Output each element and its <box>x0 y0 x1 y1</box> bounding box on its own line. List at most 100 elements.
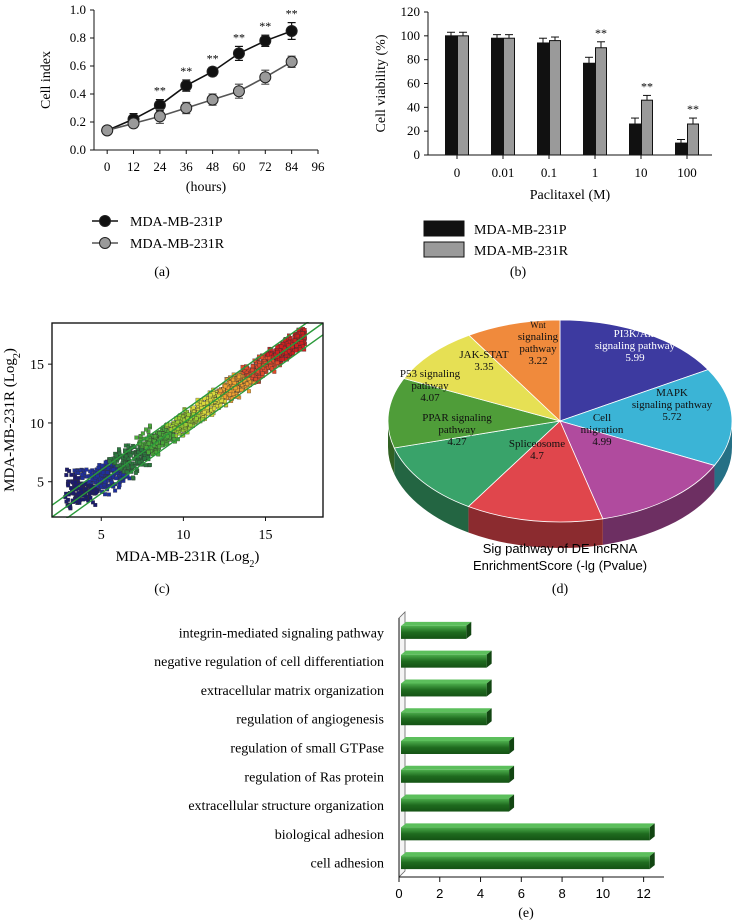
panel-c-data-point <box>138 434 143 438</box>
panel-c-data-point <box>275 345 280 350</box>
panel-d-slice-label: 3.22 <box>528 355 547 367</box>
panel-d-slice <box>559 319 709 422</box>
panel-c-data-point <box>160 440 165 445</box>
panel-c-label: (c) <box>154 582 170 597</box>
panel-a-data-point <box>285 55 298 68</box>
panel-b-legend-swatch <box>423 220 465 237</box>
panel-b-y-axis-label: Cell viability (%) <box>374 34 389 132</box>
panel-c-data-point <box>157 431 162 436</box>
panel-c-data-point <box>265 352 270 357</box>
panel-c-data-point <box>66 483 71 488</box>
panel-c-data-point <box>287 349 292 354</box>
panel-c-data-point <box>131 475 135 480</box>
panel-e-bar <box>401 856 650 870</box>
panel-c-data-point <box>183 422 188 427</box>
panel-d-slice-label: PI3K/Akt <box>614 328 657 340</box>
panel-c-data-point <box>88 495 93 500</box>
panel-a-significance-label: ** <box>233 30 245 44</box>
panel-d-slice-label: 3.35 <box>474 361 494 373</box>
panel-a-data-point <box>180 102 193 114</box>
panel-e-x-tick-label: 4 <box>477 886 484 901</box>
panel-c-data-point <box>136 450 141 455</box>
panel-c-data-point <box>107 492 111 497</box>
panel-a-x-tick-label: 0 <box>104 159 111 174</box>
panel-c-data-point <box>128 453 133 458</box>
panel-d-slice-label: 5.72 <box>662 411 681 423</box>
panel-e-category-label: extracellular matrix organization <box>201 684 384 699</box>
panel-d-slice-side <box>714 421 732 492</box>
panel-c-data-point <box>142 456 147 461</box>
panel-c-data-point <box>171 433 176 438</box>
panel-b-label: (b) <box>510 265 527 280</box>
panel-d-slice-label: 4.99 <box>592 436 612 448</box>
panel-e-bar-end <box>509 794 515 812</box>
panel-a-data-point <box>127 117 140 130</box>
panel-e-bar <box>401 683 487 697</box>
panel-a-line-chart: 0.0 0.2 0.4 0.6 0.8 1.0 0 12 24 36 48 60 72 84 96 (hour… <box>39 2 325 252</box>
panel-c-data-point <box>116 447 121 452</box>
panel-a-y-tick-label: 0.0 <box>70 142 86 157</box>
panel-b-y-tick-label: 100 <box>401 28 421 43</box>
panel-c-data-point <box>250 364 255 369</box>
panel-e-bar-top <box>401 621 472 626</box>
panel-c-data-point <box>117 483 122 488</box>
panel-e-bar-end <box>509 765 515 783</box>
panel-c-data-point <box>157 444 162 449</box>
panel-d-slice-side <box>468 506 603 549</box>
panel-d-slice <box>403 334 561 422</box>
panel-c-data-point <box>280 357 285 362</box>
panel-c-data-point <box>186 412 191 417</box>
panel-d-slice-label: pathway <box>411 380 449 392</box>
panel-a-x-tick-label: 24 <box>153 159 167 174</box>
panel-a-x-axis-label: (hours) <box>186 180 227 195</box>
panel-c-data-point <box>126 456 131 461</box>
panel-c-data-point <box>191 405 196 410</box>
panel-d-slice-label: 4.07 <box>420 392 440 404</box>
panel-e-bar-end <box>649 823 655 841</box>
panel-e-bar-end <box>509 737 515 754</box>
panel-c-data-point <box>295 334 300 339</box>
panel-e-bar-end <box>486 708 492 726</box>
panel-c-points <box>63 326 307 511</box>
panel-c-data-point <box>250 368 255 373</box>
panel-d-slice-label: Cell <box>593 412 611 424</box>
panel-e-bar-end <box>486 650 492 668</box>
panel-b-bar <box>687 123 699 156</box>
panel-e-bar-top <box>401 765 515 770</box>
panel-a-data-point <box>259 34 272 47</box>
panel-b-legend-entry: MDA-MB-231R <box>474 244 569 259</box>
panel-c-data-point <box>231 377 235 382</box>
panel-c-data-point <box>266 356 271 361</box>
panel-d-slice-label: 5.99 <box>625 352 645 364</box>
panel-d-slice-label: signaling <box>518 331 559 343</box>
panel-c-data-point <box>148 423 152 428</box>
panel-c-data-point <box>84 467 89 472</box>
panel-c-x-tick-label: 10 <box>176 528 190 543</box>
panel-c-data-point <box>208 393 213 398</box>
panel-a-data-point <box>285 25 298 37</box>
panel-c-data-point <box>275 360 280 365</box>
panel-c-plot-border <box>51 322 324 518</box>
panel-b-bar <box>629 123 641 156</box>
panel-c-fold-line <box>51 334 324 530</box>
panel-d-slice-side <box>388 421 395 474</box>
panel-e-bar <box>401 625 467 639</box>
panel-b-significance-label: ** <box>595 26 607 40</box>
panel-d-slice-label: signaling pathway <box>632 399 713 411</box>
panel-d-slice <box>387 378 561 449</box>
panel-c-data-point <box>88 469 93 474</box>
panel-a-significance-label: ** <box>207 51 219 65</box>
panel-a-significance-label: ** <box>286 7 298 21</box>
panel-c-data-point <box>114 453 119 458</box>
panel-c-data-point <box>73 475 77 480</box>
panel-c-data-point <box>144 427 149 432</box>
panel-d-slice-label: pathway <box>519 343 557 355</box>
panel-c-data-point <box>76 476 81 481</box>
panel-c-data-point <box>147 462 152 467</box>
panel-b-bar <box>595 47 607 156</box>
panel-a-data-point <box>206 65 219 78</box>
panel-c-data-point <box>94 490 99 495</box>
panel-c-data-point <box>236 374 241 379</box>
panel-e-category-label: biological adhesion <box>275 828 384 843</box>
